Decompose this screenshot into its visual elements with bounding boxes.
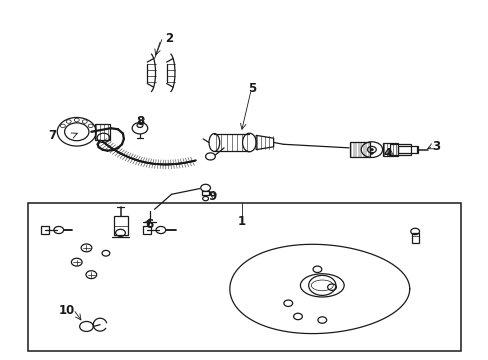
- Text: 1: 1: [238, 215, 245, 228]
- Bar: [411, 233, 418, 243]
- Text: 3: 3: [431, 140, 440, 153]
- Text: 10: 10: [59, 304, 75, 317]
- Text: 7: 7: [48, 129, 57, 142]
- Bar: [389, 144, 410, 155]
- Text: 4: 4: [383, 147, 391, 160]
- Bar: [114, 216, 127, 235]
- Text: 8: 8: [136, 114, 144, 127]
- Bar: [397, 146, 417, 153]
- Bar: [350, 142, 369, 157]
- Bar: [41, 226, 49, 234]
- Circle shape: [370, 149, 372, 151]
- Circle shape: [370, 152, 372, 154]
- Bar: [382, 143, 397, 156]
- Bar: [28, 203, 460, 351]
- Text: 5: 5: [247, 82, 255, 95]
- Text: 2: 2: [165, 32, 173, 45]
- Bar: [143, 226, 151, 234]
- Text: 9: 9: [208, 190, 217, 203]
- Text: 6: 6: [145, 218, 154, 231]
- Bar: [95, 124, 110, 140]
